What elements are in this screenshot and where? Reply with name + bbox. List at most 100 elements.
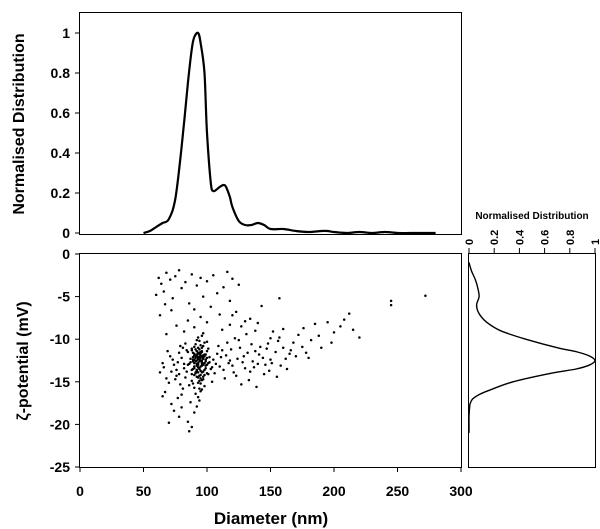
- scatter-point: [176, 396, 180, 400]
- scatter-point: [177, 372, 181, 376]
- scatter-point: [195, 353, 199, 356]
- scatter-point: [187, 383, 191, 387]
- scatter-y-tick-label: -10: [50, 331, 70, 347]
- scatter-y-tick-label: -5: [58, 289, 71, 305]
- size-distribution-line: [143, 31, 436, 235]
- zeta-distribution-line: [468, 262, 596, 433]
- scatter-y-tick-label: -25: [50, 459, 70, 475]
- scatter-point: [190, 347, 194, 350]
- scatter-point: [174, 377, 177, 381]
- scatter-point: [194, 343, 197, 346]
- scatter-point: [198, 367, 201, 371]
- scatter-point: [212, 274, 215, 277]
- scatter-point: [240, 325, 243, 328]
- scatter-point: [189, 400, 192, 404]
- scatter-point: [234, 374, 238, 378]
- scatter-point: [210, 366, 214, 369]
- scatter-point: [167, 421, 171, 424]
- scatter-point: [269, 358, 272, 361]
- size-panel-frame: [79, 12, 462, 235]
- size-y-tick-label: 0: [62, 225, 70, 241]
- scatter-point: [184, 376, 187, 379]
- scatter-y-tick-label: 0: [62, 246, 70, 262]
- scatter-point: [195, 284, 199, 287]
- scatter-point: [209, 305, 213, 309]
- scatter-point: [179, 344, 182, 348]
- scatter-point: [190, 379, 194, 383]
- scatter-point: [248, 370, 252, 373]
- scatter-point: [276, 339, 280, 343]
- scatter-point: [231, 364, 234, 367]
- scatter-point: [168, 354, 172, 358]
- scatter-point: [205, 349, 209, 353]
- scatter-point: [171, 358, 174, 361]
- scatter-point: [161, 395, 164, 398]
- scatter-point: [271, 330, 275, 333]
- scatter-point: [193, 373, 196, 377]
- scatter-point: [196, 395, 200, 399]
- scatter-x-tick-label: 150: [259, 483, 283, 499]
- scatter-point: [317, 334, 321, 338]
- scatter-point: [180, 406, 183, 409]
- scatter-point: [224, 354, 228, 357]
- scatter-point: [232, 371, 235, 374]
- scatter-point: [223, 377, 227, 380]
- scatter-point: [172, 363, 176, 367]
- scatter-point: [220, 349, 224, 352]
- scatter-point: [424, 294, 427, 297]
- scatter-point: [191, 382, 195, 385]
- scatter-point: [217, 344, 220, 348]
- scatter-point: [245, 332, 248, 336]
- scatter-point: [193, 326, 196, 329]
- scatter-point: [228, 323, 232, 326]
- scatter-point: [233, 337, 237, 340]
- scatter-point: [256, 362, 260, 366]
- scatter-point: [205, 320, 209, 324]
- scatter-point: [210, 380, 214, 384]
- scatter-point: [256, 321, 260, 325]
- scatter-point: [208, 355, 211, 359]
- scatter-x-tick-label: 0: [76, 483, 84, 499]
- scatter-point: [237, 338, 241, 342]
- scatter-point: [203, 368, 206, 372]
- scatter-point: [158, 371, 162, 374]
- scatter-point: [193, 361, 196, 365]
- size-y-tick-label: 0.6: [51, 105, 71, 121]
- scatter-point: [195, 368, 199, 372]
- scatter-x-axis-label: Diameter (nm): [214, 509, 328, 528]
- scatter-point: [201, 295, 205, 298]
- scatter-point: [226, 341, 229, 344]
- scatter-point: [198, 399, 201, 402]
- scatter-point: [227, 361, 230, 365]
- scatter-point: [189, 360, 192, 364]
- scatter-point: [219, 355, 223, 359]
- scatter-y-axis-label: ζ-potential (mV): [15, 301, 32, 420]
- scatter-point: [187, 429, 191, 433]
- scatter-point: [212, 358, 215, 361]
- scatter-point: [190, 273, 194, 276]
- scatter-point: [165, 377, 168, 380]
- scatter-point: [193, 386, 196, 390]
- scatter-point: [215, 291, 219, 295]
- scatter-point: [154, 293, 158, 297]
- scatter-point: [198, 358, 201, 361]
- scatter-point: [205, 363, 209, 367]
- scatter-point: [269, 337, 272, 340]
- scatter-point: [191, 355, 195, 359]
- scatter-point: [218, 313, 221, 316]
- scatter-point: [194, 372, 197, 375]
- scatter-point: [278, 336, 281, 339]
- scatter-point: [292, 341, 295, 344]
- scatter-point: [200, 378, 204, 382]
- scatter-point: [200, 388, 204, 391]
- scatter-point: [170, 308, 173, 312]
- scatter-point: [201, 375, 205, 378]
- scatter-point: [158, 314, 162, 317]
- scatter-point: [226, 270, 229, 274]
- scatter-point: [195, 338, 199, 342]
- scatter-point: [242, 354, 246, 358]
- scatter-point: [181, 346, 185, 349]
- zeta-dist-tick-label: 0.4: [514, 229, 526, 245]
- scatter-point: [252, 366, 256, 369]
- scatter-point: [179, 383, 182, 386]
